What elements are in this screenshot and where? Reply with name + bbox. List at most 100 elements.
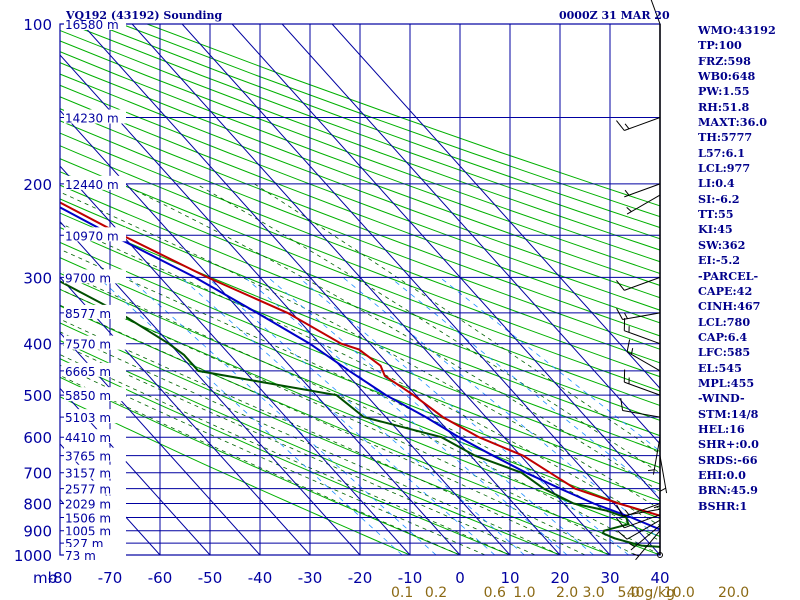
pressure-tick-label: 100 <box>23 16 52 34</box>
pressure-tick-label: 300 <box>23 269 52 287</box>
wind-barb <box>624 183 661 198</box>
wind-barb <box>623 369 661 396</box>
wind-barb <box>659 455 668 494</box>
height-label: 1506 m <box>65 512 111 526</box>
index-entry: -WIND- <box>698 391 745 406</box>
temperature-tick-label: 0 <box>455 569 465 587</box>
wind-barb-half-flag <box>647 469 655 472</box>
height-label-bg <box>64 335 126 350</box>
height-label-bg <box>64 547 126 561</box>
wind-barb <box>647 437 661 475</box>
mixing-ratio-label: 3.0 <box>582 585 604 600</box>
temperature-tick-label: -40 <box>248 569 273 587</box>
wind-barb <box>616 117 661 131</box>
mixing-ratio-label: 0.2 <box>425 585 447 600</box>
height-label-bg <box>64 429 126 444</box>
wind-barb-flag <box>617 530 628 540</box>
height-label: 4410 m <box>65 431 111 445</box>
height-label-bg <box>64 495 126 510</box>
mixing-ratio-line <box>298 277 629 555</box>
index-entry: CAPE:42 <box>698 283 753 298</box>
height-label: 7570 m <box>65 338 111 352</box>
height-label: 3765 m <box>65 450 111 464</box>
height-label-bg <box>64 509 126 524</box>
height-label: 5850 m <box>65 389 111 403</box>
wind-barb-half-flag <box>653 505 661 509</box>
index-entry: L57:6.1 <box>698 145 746 160</box>
wind-barb-half-flag <box>624 189 630 196</box>
height-label-bg <box>64 362 126 377</box>
isotherm-line <box>281 24 660 445</box>
height-label: 2029 m <box>65 498 111 512</box>
isotherm-line <box>181 24 660 555</box>
wind-barb-half-flag <box>659 487 666 492</box>
sounding-title: VQ192 (43192) Sounding <box>66 9 223 22</box>
index-entry: EHI:0.0 <box>698 467 746 482</box>
dewpoint-profile <box>60 280 660 548</box>
wind-barb-half-flag <box>632 553 639 557</box>
wind-barb-staff <box>659 455 668 494</box>
pressure-tick-label: 900 <box>23 523 52 541</box>
mixing-ratio-label: 2.0 <box>556 585 578 600</box>
temperature-tick-label: -80 <box>48 569 73 587</box>
temperature-tick-label: 20 <box>550 569 569 587</box>
temperature-tick-label: 30 <box>600 569 619 587</box>
mixing-ratio-label: 5.0 <box>617 585 639 600</box>
moist-adiabat-line <box>60 288 636 555</box>
moist-adiabat-line <box>60 222 660 526</box>
wind-barb-staff <box>622 410 661 418</box>
index-entry: LFC:585 <box>698 345 751 360</box>
index-entry: SRDS:-66 <box>698 452 758 467</box>
mixing-ratio-line <box>439 277 660 452</box>
height-label: 9700 m <box>65 271 111 285</box>
wind-barb-half-flag <box>630 348 634 355</box>
height-label: 16580 m <box>65 18 119 32</box>
wind-barb <box>650 0 661 25</box>
isotherm-line <box>81 24 561 555</box>
pressure-tick-label: 500 <box>23 387 52 405</box>
wind-barb-half-flag <box>624 509 630 516</box>
index-entry: SHR+:0.0 <box>698 437 759 452</box>
mixing-ratio-label: 0.1 <box>391 585 413 600</box>
index-entry: TH:5777 <box>698 130 753 145</box>
pressure-tick-label: 1000 <box>14 547 52 565</box>
wind-barb <box>616 308 661 320</box>
height-label-bg <box>64 480 126 495</box>
height-label-bg <box>64 227 126 242</box>
wind-barb-staff <box>626 351 661 372</box>
temperature-tick-label: -20 <box>348 569 373 587</box>
wind-barb <box>616 514 661 529</box>
mixing-ratio-label: 40g/kg <box>627 585 675 600</box>
index-entry: LI:0.4 <box>698 176 735 191</box>
wind-barb-staff <box>624 276 661 291</box>
index-entry: FRZ:598 <box>698 53 751 68</box>
wind-barb <box>624 503 661 518</box>
index-entry: CAP:6.4 <box>698 329 748 344</box>
height-label-bg <box>64 522 126 537</box>
temperature-tick-label: 40 <box>650 569 669 587</box>
isotherm-line <box>60 165 411 555</box>
wind-barb <box>626 339 661 372</box>
isotherm-line <box>60 276 311 555</box>
isotherm-line <box>131 24 611 555</box>
index-entry: EI:-5.2 <box>698 253 740 268</box>
mixing-ratio-line <box>97 277 403 555</box>
height-label-bg <box>64 387 126 402</box>
index-entry: EL:545 <box>698 360 742 375</box>
moist-adiabat-line <box>60 354 511 555</box>
mixing-ratio-line <box>267 277 594 555</box>
wind-barb <box>653 472 661 511</box>
wind-barb <box>626 194 661 215</box>
height-label: 8577 m <box>65 307 111 321</box>
pressure-tick-label: 700 <box>23 465 52 483</box>
isotherm-line <box>60 220 361 555</box>
index-entry: LCL:780 <box>698 314 751 329</box>
moist-adiabat-line <box>60 375 461 555</box>
mixing-ratio-line <box>342 277 660 540</box>
temperature-tick-label: -60 <box>148 569 173 587</box>
wind-barb-flag <box>616 280 625 291</box>
index-entry: TT:55 <box>698 207 734 222</box>
wind-barb-staff <box>626 194 661 215</box>
y-axis-label: mb <box>33 569 57 587</box>
temperature-tick-label: -30 <box>298 569 323 587</box>
